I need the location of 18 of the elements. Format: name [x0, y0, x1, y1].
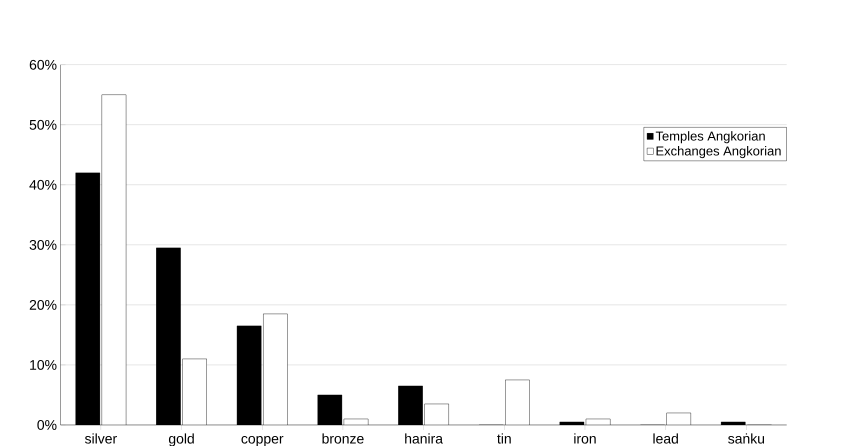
x-tick-label: iron — [574, 433, 596, 444]
x-tick-label: saṅku — [728, 433, 764, 444]
y-tick-label: 40% — [29, 180, 57, 190]
y-tick-label: 20% — [30, 300, 57, 310]
x-tick-label: bronze — [322, 433, 364, 444]
y-tick-label: 30% — [30, 240, 57, 250]
y-tick-label: 60% — [30, 60, 57, 70]
legend-label: Temples Angkorian — [656, 131, 765, 144]
y-tick-label: 0% — [37, 420, 57, 430]
x-tick-label: gold — [168, 433, 194, 446]
y-tick-label: 50% — [30, 120, 57, 130]
x-tick-label: copper — [242, 436, 284, 446]
x-tick-label: lead — [653, 433, 678, 444]
x-tick-label: silver — [84, 433, 117, 444]
legend-label: Exchanges Angkorian — [656, 146, 781, 158]
x-tick-label: tin — [497, 433, 511, 444]
y-tick-label: 10% — [30, 360, 57, 370]
x-tick-label: hanira — [405, 433, 443, 444]
